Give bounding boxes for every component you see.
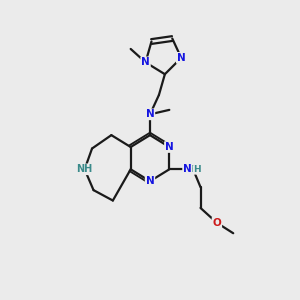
- Text: N: N: [141, 57, 150, 67]
- Text: H: H: [186, 165, 194, 174]
- Text: N: N: [177, 53, 186, 63]
- Text: NH: NH: [76, 164, 93, 174]
- Text: N: N: [146, 176, 154, 186]
- Text: N: N: [183, 164, 191, 174]
- Text: N: N: [165, 142, 174, 152]
- Text: H: H: [193, 165, 200, 174]
- Text: O: O: [212, 218, 221, 228]
- Text: N: N: [146, 109, 154, 119]
